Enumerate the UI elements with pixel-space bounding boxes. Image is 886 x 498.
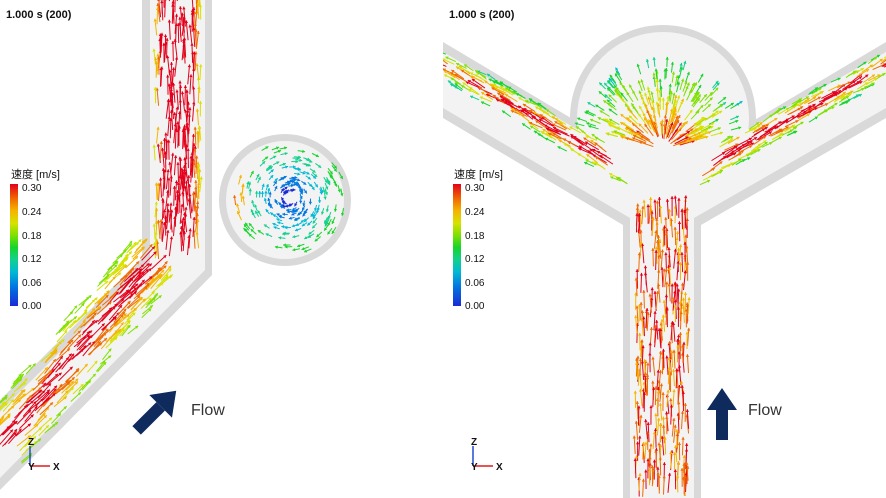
left-flow-direction-arrow	[132, 390, 177, 435]
axis-y-label: Y	[471, 462, 478, 473]
right-panel: 1.000 s (200) 速度 [m/s] 0.30 0.24 0.18 0.…	[443, 0, 886, 498]
left-velocity-vectors	[0, 0, 345, 464]
right-velocity-vectors	[443, 52, 886, 497]
left-flow-field	[0, 0, 351, 490]
colorbar-tick: 0.00	[22, 301, 42, 312]
colorbar-title: 速度 [m/s]	[454, 169, 503, 181]
colorbar-tick: 0.24	[22, 207, 42, 218]
right-flow-field	[443, 25, 886, 498]
colorbar-tick: 0.00	[465, 301, 485, 312]
left-time-label: 1.000 s (200)	[6, 9, 72, 21]
colorbar-gradient	[10, 184, 18, 306]
right-flow-direction-arrow	[707, 388, 737, 440]
axis-z-label: Z	[471, 437, 478, 448]
axis-y-label: Y	[28, 462, 35, 473]
axis-z-label: Z	[28, 437, 35, 448]
colorbar-tick: 0.18	[465, 231, 485, 242]
colorbar-tick: 0.18	[22, 231, 42, 242]
colorbar-tick: 0.12	[465, 254, 485, 265]
right-flow-label: Flow	[748, 402, 782, 419]
axis-x-label: X	[496, 462, 503, 473]
axis-x-label: X	[53, 462, 60, 473]
colorbar-tick: 0.12	[22, 254, 42, 265]
colorbar-tick: 0.06	[22, 278, 42, 289]
left-panel: 1.000 s (200) 速度 [m/s] 0.30 0.24 0.18 0.…	[0, 0, 351, 490]
right-axis-triad-icon	[472, 446, 493, 467]
colorbar-title: 速度 [m/s]	[11, 169, 60, 181]
colorbar-gradient	[453, 184, 461, 306]
colorbar-tick: 0.30	[22, 183, 42, 194]
colorbar-tick: 0.30	[465, 183, 485, 194]
left-flow-label: Flow	[191, 402, 225, 419]
right-colorbar: 速度 [m/s] 0.30 0.24 0.18 0.12 0.06 0.00	[451, 166, 531, 316]
colorbar-tick: 0.24	[465, 207, 485, 218]
right-time-label: 1.000 s (200)	[449, 9, 515, 21]
left-axis-triad-icon	[29, 446, 50, 467]
colorbar-tick: 0.06	[465, 278, 485, 289]
left-colorbar: 速度 [m/s] 0.30 0.24 0.18 0.12 0.06 0.00	[8, 166, 88, 316]
right-vessel-lumen	[443, 32, 886, 498]
